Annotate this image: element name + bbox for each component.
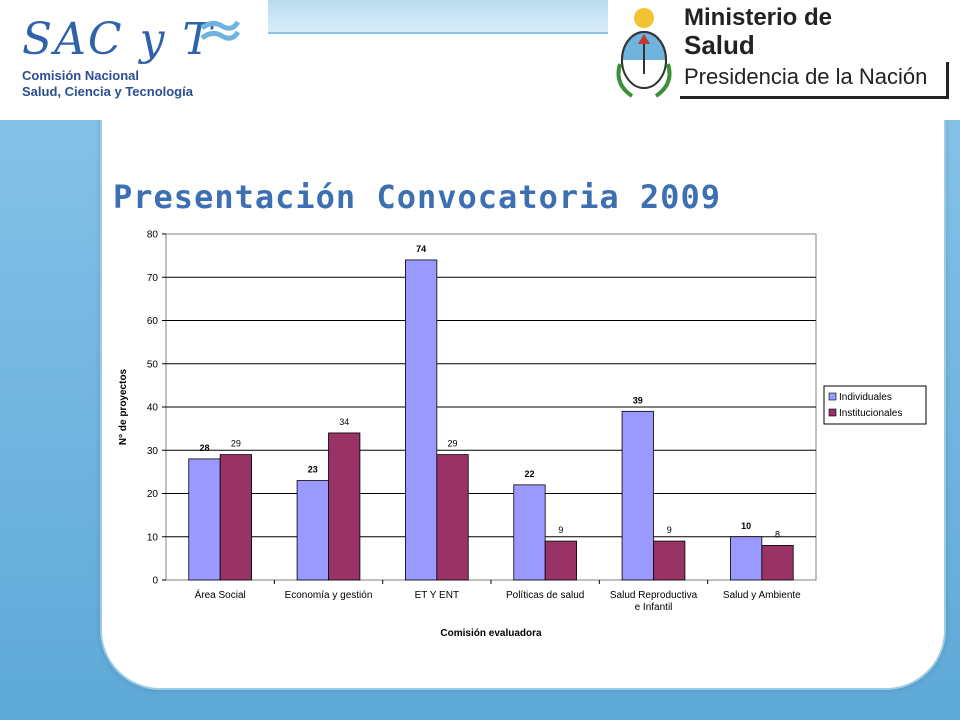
data-label-individuales-1: 23 xyxy=(308,465,318,475)
x-axis-label: Comisión evaluadora xyxy=(440,628,542,639)
y-tick-label: 30 xyxy=(147,446,159,457)
y-axis-label: N° de proyectos xyxy=(118,368,129,445)
sacyt-subtitle-line2: Salud, Ciencia y Tecnología xyxy=(22,84,193,99)
ministry-presidency: Presidencia de la Nación xyxy=(684,64,928,89)
bar-individuales-1 xyxy=(296,480,329,581)
bar-institucionales-2 xyxy=(436,454,469,581)
coat-of-arms-icon xyxy=(616,8,672,98)
y-tick-label: 40 xyxy=(147,403,159,414)
x-tick-label: ET Y ENT xyxy=(415,590,459,601)
flag-swoosh-icon xyxy=(200,20,240,41)
legend xyxy=(823,385,927,425)
y-tick-label: 20 xyxy=(147,489,159,500)
bar-individuales-5 xyxy=(730,536,763,581)
ministry-logo: Ministerio de Salud Presidencia de la Na… xyxy=(612,0,950,104)
bar-individuales-2 xyxy=(405,259,438,581)
legend-label: Individuales xyxy=(839,392,892,403)
y-tick-label: 80 xyxy=(147,230,159,241)
x-tick-label: Salud y Ambiente xyxy=(723,590,801,601)
data-label-institucionales-3: 9 xyxy=(558,525,563,535)
bar-institucionales-1 xyxy=(328,432,361,581)
bar-individuales-3 xyxy=(513,484,546,581)
y-tick-label: 50 xyxy=(147,359,159,370)
bar-individuales-4 xyxy=(621,410,654,581)
y-tick-label: 60 xyxy=(147,316,159,327)
ministry-subtitle: Salud xyxy=(684,30,755,60)
legend-swatch xyxy=(828,392,837,401)
data-label-individuales-2: 74 xyxy=(416,244,426,254)
sacyt-logo: SAC y T Comisión Nacional Salud, Ciencia… xyxy=(22,14,240,99)
bar-institucionales-3 xyxy=(544,540,577,581)
sacyt-subtitle: Comisión Nacional Salud, Ciencia y Tecno… xyxy=(22,68,222,100)
data-label-institucionales-4: 9 xyxy=(667,525,672,535)
bar-institucionales-4 xyxy=(653,540,686,581)
data-label-individuales-0: 28 xyxy=(199,443,209,453)
x-tick-label: Salud Reproductiva xyxy=(610,590,698,601)
data-label-individuales-4: 39 xyxy=(633,395,643,405)
sacyt-logo-text: SAC y T xyxy=(22,14,214,65)
y-tick-label: 70 xyxy=(147,273,159,284)
y-tick-label: 10 xyxy=(147,532,159,543)
sacyt-subtitle-line1: Comisión Nacional xyxy=(22,68,140,83)
data-label-institucionales-2: 29 xyxy=(448,439,458,449)
legend-swatch xyxy=(828,408,837,417)
page-title: Presentación Convocatoria 2009 xyxy=(113,178,721,216)
bar-individuales-0 xyxy=(188,458,221,581)
data-label-institucionales-1: 34 xyxy=(339,417,349,427)
ministry-underline xyxy=(680,62,949,99)
x-tick-label: Políticas de salud xyxy=(506,590,584,601)
data-label-institucionales-0: 29 xyxy=(231,439,241,449)
x-tick-label: e Infantil xyxy=(635,602,673,613)
bar-chart: 0 10 20 30 40 50 60 70 80 28 29 Área Social 23 34 Econ… xyxy=(118,230,927,639)
header-strip xyxy=(268,0,608,34)
x-tick-label: Área Social xyxy=(195,588,246,601)
bar-institucionales-0 xyxy=(219,454,252,581)
data-label-individuales-5: 10 xyxy=(741,521,751,531)
x-tick-label: Economía y gestión xyxy=(285,590,373,601)
data-label-institucionales-5: 8 xyxy=(775,529,780,539)
bar-institucionales-5 xyxy=(761,544,794,581)
legend-label: Institucionales xyxy=(839,408,902,419)
ministry-title: Ministerio de xyxy=(684,4,833,31)
y-tick-label: 0 xyxy=(152,576,158,587)
data-label-individuales-3: 22 xyxy=(524,469,534,479)
